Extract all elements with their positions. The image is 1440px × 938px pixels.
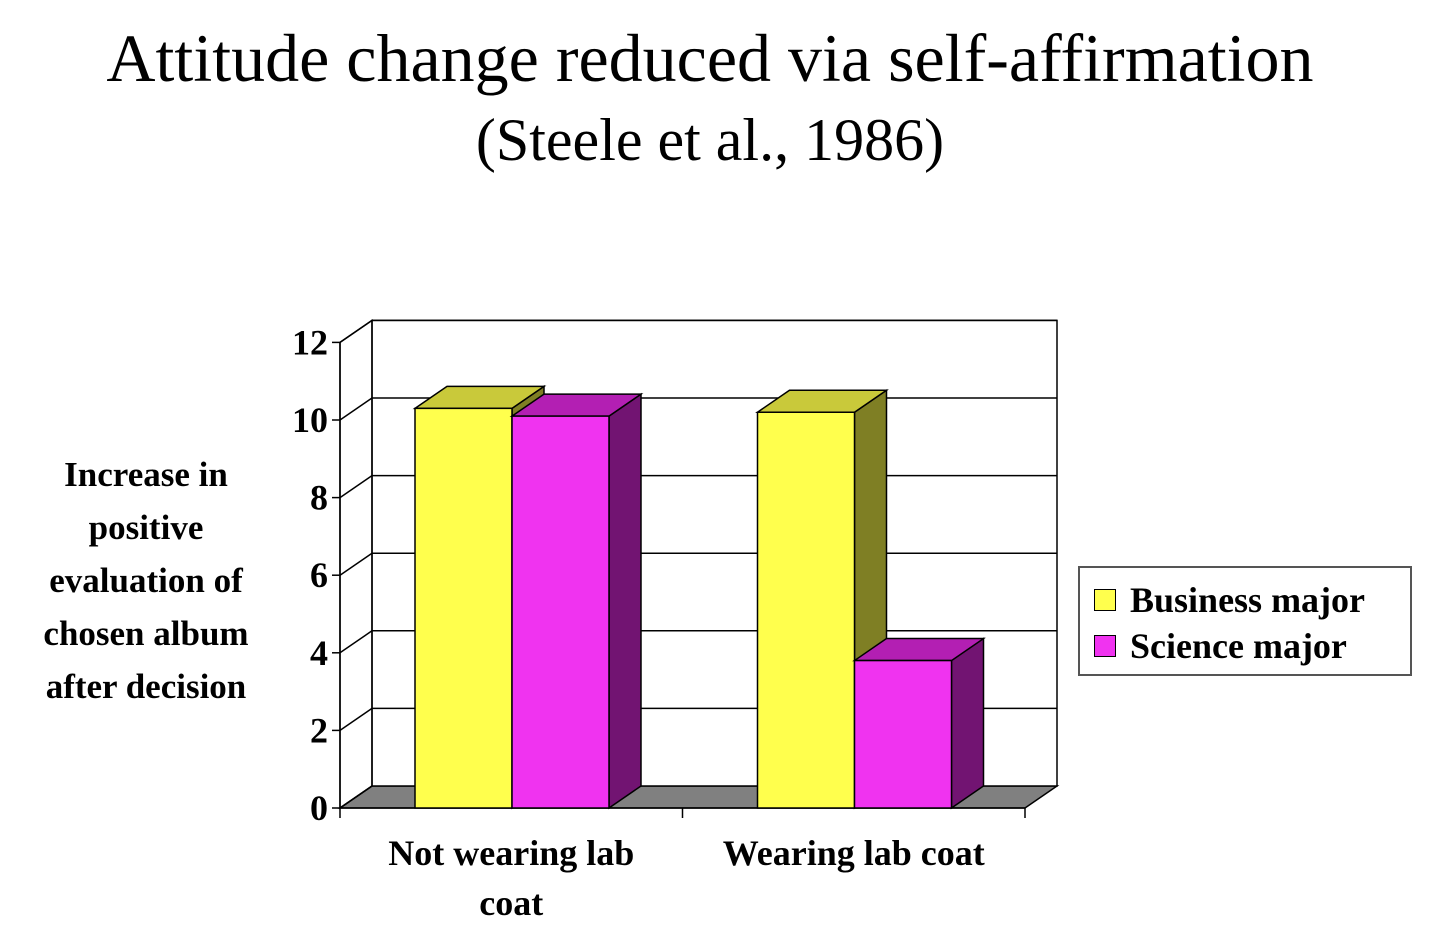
legend-swatch-science: [1094, 635, 1116, 657]
legend-item-science: Science major: [1094, 626, 1347, 666]
x-category-label: Wearing lab coat: [723, 833, 985, 873]
y-tick-label: 8: [310, 478, 328, 518]
bar-science-0: [511, 415, 610, 809]
y-tick-label: 0: [310, 788, 328, 828]
chart-title: Attitude change reduced via self-affirma…: [106, 20, 1314, 96]
gridline-diagonal: [339, 630, 373, 654]
y-tick-label: 2: [310, 710, 328, 750]
x-category-label: Not wearing lab: [388, 833, 634, 873]
legend-label-business: Business major: [1130, 580, 1366, 620]
bar-side-science-1: [950, 637, 985, 810]
legend-item-business: Business major: [1094, 580, 1365, 620]
legend-label-science: Science major: [1130, 626, 1347, 666]
y-axis-label: Increase in positive evaluation of chose…: [43, 455, 249, 706]
bar-side-science-0: [608, 392, 642, 810]
y-tick-label: 10: [292, 400, 328, 440]
gridline-diagonal: [339, 552, 373, 576]
bar-business-0: [414, 407, 513, 809]
legend-swatch-business: [1094, 589, 1116, 611]
y-tick-label: 6: [310, 555, 328, 595]
y-tick-label: 4: [310, 633, 328, 673]
gridline-diagonal: [339, 707, 373, 732]
legend: Business major Science major: [1078, 566, 1412, 676]
gridline-diagonal: [339, 319, 373, 344]
y-tick-label: 12: [292, 322, 328, 362]
bar-science-1: [853, 659, 953, 809]
x-category-label: coat: [479, 883, 543, 923]
gridline-diagonal: [339, 397, 373, 421]
gridline-diagonal: [339, 785, 373, 809]
chart-subtitle: (Steele et al., 1986): [475, 107, 945, 173]
bar-business-1: [756, 411, 856, 809]
gridline-diagonal: [339, 474, 373, 499]
